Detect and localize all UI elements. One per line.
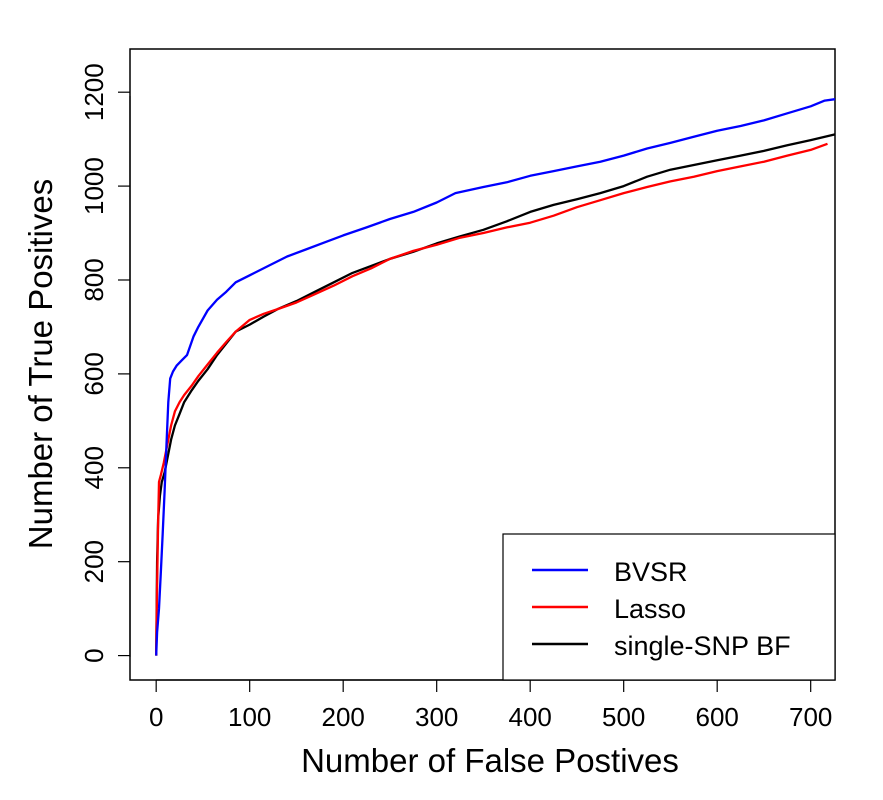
x-tick-label: 100 [228, 702, 271, 732]
series-layer [155, 98, 836, 656]
series-line-bvsr [155, 98, 836, 656]
y-tick-label: 400 [79, 446, 109, 489]
x-tick-label: 300 [415, 702, 458, 732]
x-tick-label: 600 [695, 702, 738, 732]
y-axis: 0 200 400 600 800 1000 1200 [79, 63, 131, 663]
legend-label-single-snp-bf: single-SNP BF [614, 631, 791, 661]
y-tick-label: 0 [79, 648, 109, 662]
y-tick-label: 1000 [79, 157, 109, 215]
x-tick-label: 200 [321, 702, 364, 732]
x-axis-label: Number of False Postives [301, 742, 679, 779]
x-tick-label: 400 [508, 702, 551, 732]
x-tick-label: 700 [789, 702, 832, 732]
y-axis-label: Number of True Positives [22, 179, 59, 549]
y-tick-label: 200 [79, 540, 109, 583]
legend-label-bvsr: BVSR [614, 557, 688, 587]
x-axis: 0 100 200 300 400 500 600 700 [149, 679, 832, 732]
y-tick-label: 1200 [79, 63, 109, 121]
legend-label-lasso: Lasso [614, 594, 686, 624]
series-line-lasso [155, 142, 828, 656]
y-tick-label: 600 [79, 352, 109, 395]
x-tick-label: 0 [149, 702, 163, 732]
series-line-single-snp-bf [155, 133, 836, 656]
x-tick-label: 500 [602, 702, 645, 732]
legend: BVSR Lasso single-SNP BF [502, 533, 836, 681]
y-tick-label: 800 [79, 258, 109, 301]
